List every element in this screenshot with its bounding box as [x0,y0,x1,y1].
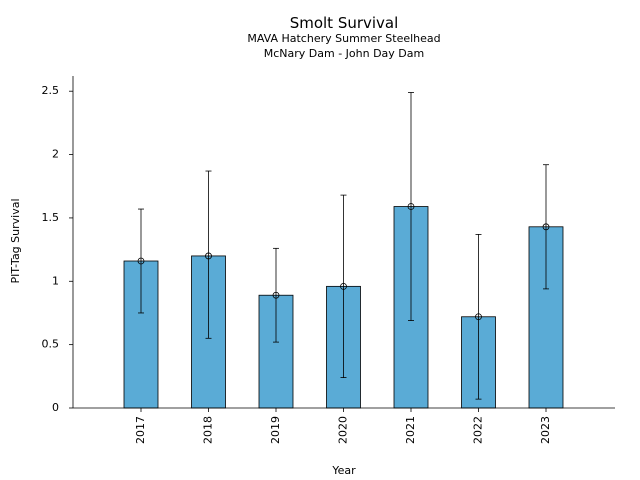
x-tick-label-2017: 2017 [134,416,147,444]
x-axis-label: Year [331,464,356,477]
x-tick-label-2018: 2018 [202,416,215,444]
point-marker-2020 [340,282,347,290]
point-marker-2022 [475,313,482,321]
plot-area: 2017 2018 2019 2020 2021 2022 2023 0 0.5 1 1.5 2 2.5 [42,76,615,444]
y-tick-label-0: 0 [52,401,59,414]
y-tick-label-4: 2 [52,148,59,161]
y-tick-label-2: 1 [52,274,59,287]
point-marker-2019 [272,291,280,299]
chart-title: Smolt Survival [290,14,399,32]
point-marker-2021 [407,203,415,210]
point-marker-2017 [137,257,145,265]
x-tick-label-2019: 2019 [269,416,282,444]
x-tick-label-2020: 2020 [337,416,350,444]
y-axis-label: PIT-Tag Survival [9,198,22,283]
chart-subtitle-line-1: MAVA Hatchery Summer Steelhead [247,32,440,45]
y-tick-label-5: 2.5 [42,84,60,97]
y-tick-label-3: 1.5 [42,211,60,224]
chart-subtitle-line-2: McNary Dam - John Day Dam [264,47,424,60]
point-marker-2018 [205,252,212,260]
x-tick-label-2021: 2021 [404,416,417,444]
x-tick-label-2022: 2022 [472,416,485,444]
point-marker-2023 [542,223,550,231]
y-tick-label-1: 0.5 [42,338,60,351]
x-tick-label-2023: 2023 [539,416,552,444]
